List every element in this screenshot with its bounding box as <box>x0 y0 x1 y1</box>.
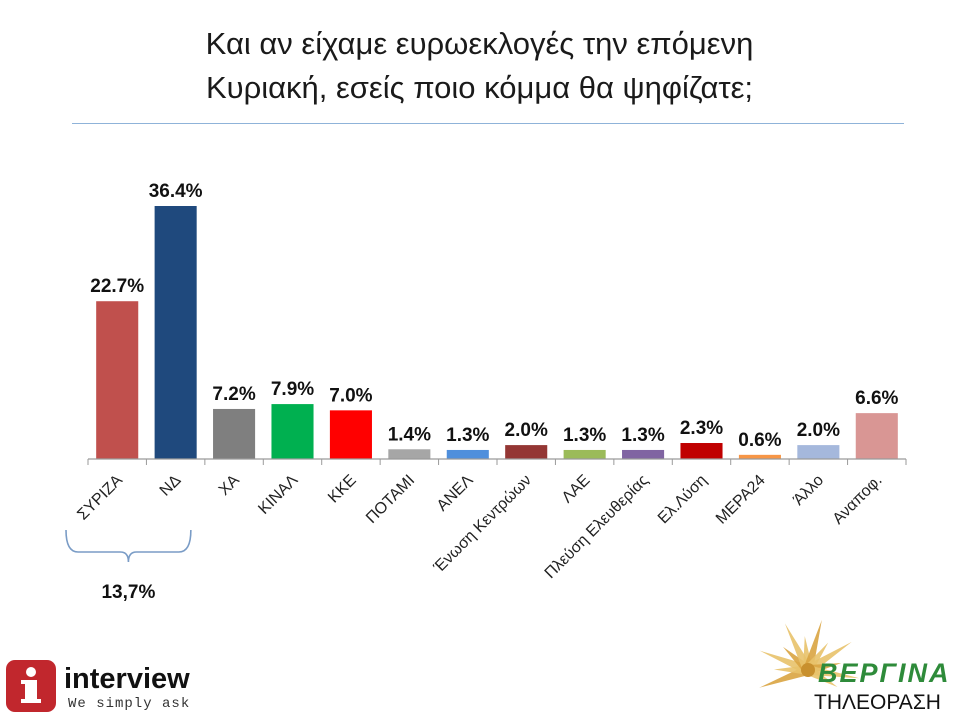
bar <box>271 404 314 459</box>
bar <box>505 445 548 459</box>
bar <box>388 449 431 459</box>
vergina-logo-name: ΒΕΡΓΙΝΑ <box>818 658 950 688</box>
bar <box>563 449 606 459</box>
data-label: 2.3% <box>680 418 723 439</box>
chart-title: Και αν είχαμε ευρωεκλογές την επόμενη Κυ… <box>0 22 959 110</box>
bar <box>797 445 840 459</box>
info-icon-stem <box>25 680 37 702</box>
bar <box>855 413 898 459</box>
tick-label: ΑΝΕΛ <box>434 472 477 515</box>
info-icon-serif-top <box>21 680 29 684</box>
tick-label: ΝΔ <box>157 472 185 500</box>
tick-label: ΛΑΕ <box>559 472 594 507</box>
tick-label: Ελ.Λύση <box>655 472 710 527</box>
data-label: 1.3% <box>621 425 664 446</box>
sun-ray <box>759 650 810 675</box>
data-label: 7.0% <box>329 385 372 406</box>
vergina-sun-icon <box>759 619 860 688</box>
data-label: 0.6% <box>738 430 781 451</box>
tick-label: ΧΑ <box>216 472 243 499</box>
data-label: 1.3% <box>446 425 489 446</box>
info-icon-serif-bottom <box>21 699 41 703</box>
bracket-annotation: 13,7% <box>65 529 192 603</box>
bracket-label: 13,7% <box>101 582 155 603</box>
bar <box>329 410 372 459</box>
tick-label: Άλλο <box>790 472 827 509</box>
bar <box>213 408 256 459</box>
interview-logo-name: interview <box>64 663 190 695</box>
bar <box>446 449 489 459</box>
title-line-1: Και αν είχαμε ευρωεκλογές την επόμενη <box>205 26 754 61</box>
interview-logo: interview We simply ask <box>6 660 190 712</box>
vergina-logo: ΒΕΡΓΙΝΑ ΤΗΛΕΟΡΑΣΗ <box>759 619 950 714</box>
data-label: 22.7% <box>90 276 144 297</box>
tick-label: Αναποφ. <box>830 472 886 528</box>
data-label: 36.4% <box>149 181 203 202</box>
tick-label: ΚΚΕ <box>325 472 360 507</box>
x-ticks <box>87 459 907 465</box>
data-label: 2.0% <box>505 420 548 441</box>
bar <box>738 454 781 459</box>
bar <box>680 443 723 459</box>
data-label: 7.2% <box>212 384 255 405</box>
tick-label: Πλεύση Ελευθερίας <box>542 472 652 582</box>
info-icon-dot <box>26 667 36 677</box>
tick-label: ΠΟΤΑΜΙ <box>363 472 418 527</box>
data-label: 1.4% <box>388 424 431 445</box>
data-label: 1.3% <box>563 425 606 446</box>
bracket-shape <box>65 529 192 563</box>
data-label: 2.0% <box>797 420 840 441</box>
bar <box>154 206 197 459</box>
vergina-logo-subtitle: ΤΗΛΕΟΡΑΣΗ <box>814 691 941 714</box>
tick-label: Ένωση Κεντρώων <box>430 472 535 577</box>
tick-label: ΣΥΡΙΖΑ <box>74 472 126 524</box>
bar <box>622 449 665 459</box>
interview-logo-tagline: We simply ask <box>68 696 190 712</box>
bar <box>96 301 139 459</box>
bar-chart: 22.7% 36.4% 7.2% 7.9% 7.0% 1.4% 1.3% 2.0% 1.3% 1.… <box>65 181 907 603</box>
sun-core <box>801 663 815 677</box>
sun-ray <box>803 619 822 672</box>
title-line-2: Κυριακή, εσείς ποιο κόμμα θα ψηφίζατε; <box>205 70 754 105</box>
bars-group: 22.7% 36.4% 7.2% 7.9% 7.0% 1.4% 1.3% 2.0% 1.3% 1.… <box>90 181 899 459</box>
data-label: 6.6% <box>855 388 898 409</box>
title-divider <box>72 123 904 124</box>
tick-label: ΚΙΝΑΛ <box>255 472 301 518</box>
tick-label: ΜΕΡΑ24 <box>713 472 769 528</box>
data-label: 7.9% <box>271 379 314 400</box>
